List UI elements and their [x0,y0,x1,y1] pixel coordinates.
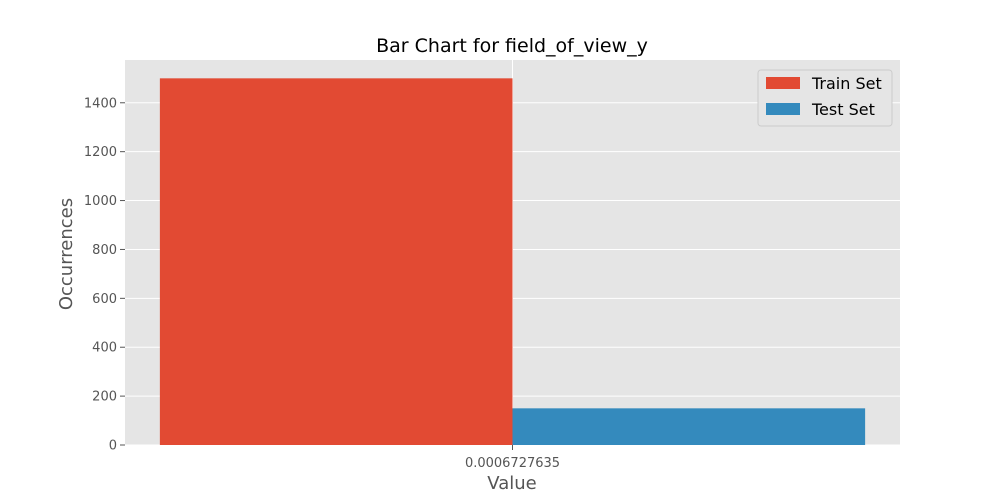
legend: Train Set Test Set [757,69,893,127]
chart-title: Bar Chart for field_of_view_y [376,35,648,57]
bars [159,78,866,445]
legend-swatch-test [766,103,800,115]
y-tick-label: 0 [109,439,117,454]
y-tick-label: 800 [92,243,117,258]
x-axis: 0.0006727635 [465,445,560,471]
y-tick-label: 400 [92,341,117,356]
bar-test-set [512,408,866,445]
x-axis-label: Value [487,473,536,494]
y-tick-label: 600 [92,292,117,307]
x-tick-label: 0.0006727635 [465,456,560,471]
y-tick-label: 1400 [84,96,117,111]
y-tick-label: 1000 [84,194,117,209]
legend-label-test: Test Set [811,100,875,119]
y-axis: 0 200 400 600 800 1000 1200 1400 [84,96,125,454]
y-tick-label: 200 [92,390,117,405]
legend-label-train: Train Set [811,74,882,93]
bar-train-set [159,78,513,445]
y-axis-label: Occurrences [56,198,77,310]
y-tick-label: 1200 [84,145,117,160]
legend-swatch-train [766,77,800,89]
